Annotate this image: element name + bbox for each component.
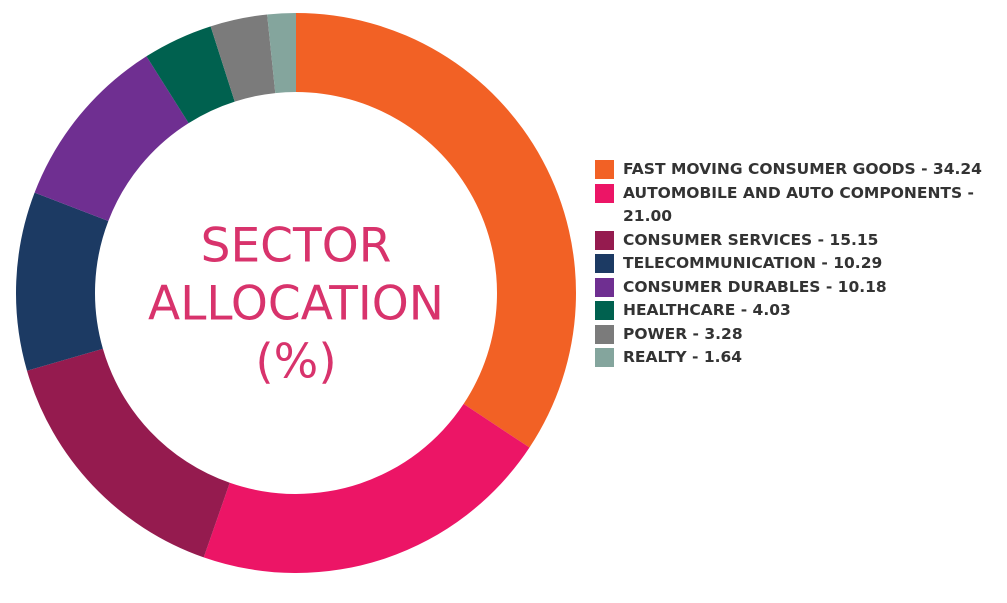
donut-segment [34,56,189,221]
legend-label: REALTY - 1.64 [623,348,743,366]
center-title: SECTOR [201,219,392,274]
legend-swatch [595,348,614,367]
donut-segment [210,14,276,102]
legend-item: TELECOMMUNICATION - 10.29 [595,252,1005,276]
legend-item: HEALTHCARE - 4.03 [595,299,1005,323]
donut-segment [146,26,235,124]
legend-item: AUTOMOBILE AND AUTO COMPONENTS - 21.00 [595,182,1005,229]
legend-swatch [595,254,614,273]
donut-segment [203,403,530,574]
legend-label: CONSUMER SERVICES - 15.15 [623,230,879,249]
legend-item: REALTY - 1.64 [595,346,1005,370]
legend-label: CONSUMER DURABLES - 10.18 [623,277,887,296]
legend-item: POWER - 3.28 [595,323,1005,347]
legend-swatch [595,160,614,179]
legend-label: TELECOMMUNICATION - 10.29 [623,254,883,272]
legend-label: POWER - 3.28 [623,324,743,343]
donut-segment [296,13,576,448]
center-title: ALLOCATION [148,277,444,332]
legend-swatch [595,301,614,320]
legend-swatch [595,324,614,344]
legend: FAST MOVING CONSUMER GOODS - 34.24 AUTOMO… [595,158,1005,370]
donut-segment [27,348,230,558]
center-title: (%) [255,335,336,390]
legend-label: HEALTHCARE - 4.03 [623,301,791,319]
legend-item: CONSUMER SERVICES - 15.15 [595,229,1005,253]
legend-label: FAST MOVING CONSUMER GOODS - 34.24 [623,160,982,178]
legend-item: CONSUMER DURABLES - 10.18 [595,276,1005,300]
donut-segment [267,13,296,94]
legend-swatch [595,183,614,203]
legend-label: AUTOMOBILE AND AUTO COMPONENTS - 21.00 [623,183,974,226]
legend-swatch [595,230,614,250]
legend-item: FAST MOVING CONSUMER GOODS - 34.24 [595,158,1005,182]
donut-segment [16,192,109,371]
legend-swatch [595,277,614,297]
